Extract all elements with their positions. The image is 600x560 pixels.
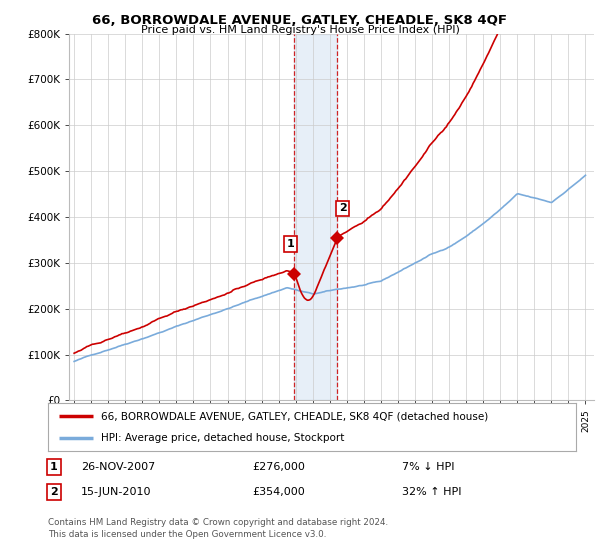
Text: £354,000: £354,000 bbox=[252, 487, 305, 497]
Text: 1: 1 bbox=[50, 462, 58, 472]
Text: 32% ↑ HPI: 32% ↑ HPI bbox=[402, 487, 461, 497]
Text: 2: 2 bbox=[339, 203, 346, 213]
Text: 7% ↓ HPI: 7% ↓ HPI bbox=[402, 462, 455, 472]
Bar bbox=[294, 34, 337, 400]
Text: 2: 2 bbox=[50, 487, 58, 497]
Text: Contains HM Land Registry data © Crown copyright and database right 2024.
This d: Contains HM Land Registry data © Crown c… bbox=[48, 518, 388, 539]
Text: 66, BORROWDALE AVENUE, GATLEY, CHEADLE, SK8 4QF: 66, BORROWDALE AVENUE, GATLEY, CHEADLE, … bbox=[92, 14, 508, 27]
Text: HPI: Average price, detached house, Stockport: HPI: Average price, detached house, Stoc… bbox=[101, 433, 344, 443]
Text: Price paid vs. HM Land Registry's House Price Index (HPI): Price paid vs. HM Land Registry's House … bbox=[140, 25, 460, 35]
Text: £276,000: £276,000 bbox=[252, 462, 305, 472]
Text: 15-JUN-2010: 15-JUN-2010 bbox=[81, 487, 151, 497]
Text: 1: 1 bbox=[287, 239, 295, 249]
Text: 26-NOV-2007: 26-NOV-2007 bbox=[81, 462, 155, 472]
Text: 66, BORROWDALE AVENUE, GATLEY, CHEADLE, SK8 4QF (detached house): 66, BORROWDALE AVENUE, GATLEY, CHEADLE, … bbox=[101, 411, 488, 421]
